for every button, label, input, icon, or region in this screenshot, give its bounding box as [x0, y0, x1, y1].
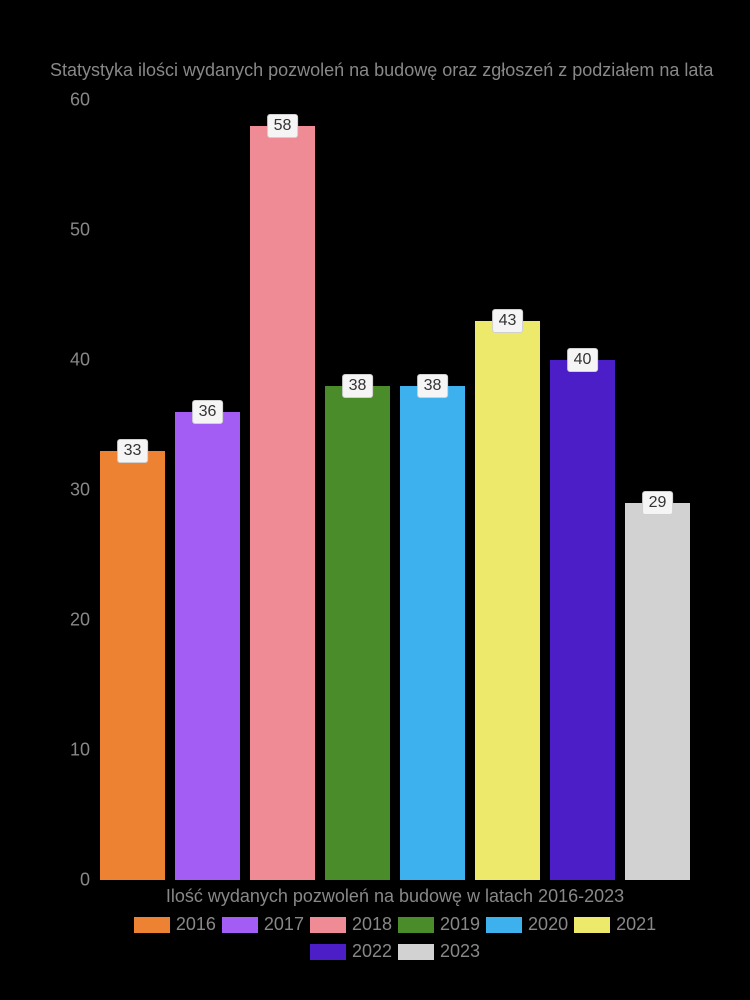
legend-label: 2022 [352, 941, 392, 962]
bar [100, 451, 165, 880]
bar [400, 386, 465, 880]
chart-title: Statystyka ilości wydanych pozwoleń na b… [50, 60, 713, 81]
bar [625, 503, 690, 880]
bar-value-label: 38 [417, 374, 449, 398]
legend-swatch [398, 917, 434, 933]
bar [250, 126, 315, 880]
y-tick-label: 50 [50, 220, 90, 241]
bar-value-label: 43 [492, 309, 524, 333]
bar [550, 360, 615, 880]
y-tick-label: 0 [50, 870, 90, 891]
legend-label: 2019 [440, 914, 480, 935]
legend-item: 2023 [398, 941, 480, 962]
legend-item: 2022 [310, 941, 392, 962]
legend-swatch [398, 944, 434, 960]
bar [325, 386, 390, 880]
y-tick-label: 60 [50, 90, 90, 111]
legend-label: 2016 [176, 914, 216, 935]
legend-item: 2021 [574, 914, 656, 935]
legend-label: 2018 [352, 914, 392, 935]
bar [475, 321, 540, 880]
bar-value-label: 58 [267, 114, 299, 138]
legend-swatch [574, 917, 610, 933]
legend-label: 2017 [264, 914, 304, 935]
legend: 2016 2017 2018 2019 2020 2021 2022 2023 [100, 914, 690, 962]
y-tick-label: 40 [50, 350, 90, 371]
legend-swatch [486, 917, 522, 933]
legend-swatch [310, 917, 346, 933]
legend-swatch [134, 917, 170, 933]
bar-value-label: 29 [642, 491, 674, 515]
bar-value-label: 36 [192, 400, 224, 424]
plot-area: 33 36 58 38 38 43 40 29 [100, 100, 690, 880]
legend-item: 2016 [134, 914, 216, 935]
legend-swatch [222, 917, 258, 933]
legend-item: 2017 [222, 914, 304, 935]
bar-value-label: 38 [342, 374, 374, 398]
bar-value-label: 40 [567, 348, 599, 372]
y-tick-label: 10 [50, 740, 90, 761]
legend-swatch [310, 944, 346, 960]
chart-container: Statystyka ilości wydanych pozwoleń na b… [0, 0, 750, 1000]
y-tick-label: 30 [50, 480, 90, 501]
legend-item: 2018 [310, 914, 392, 935]
x-axis-title: Ilość wydanych pozwoleń na budowę w lata… [100, 886, 690, 907]
legend-label: 2023 [440, 941, 480, 962]
bar-value-label: 33 [117, 439, 149, 463]
bar [175, 412, 240, 880]
legend-label: 2021 [616, 914, 656, 935]
legend-item: 2019 [398, 914, 480, 935]
legend-label: 2020 [528, 914, 568, 935]
y-tick-label: 20 [50, 610, 90, 631]
legend-item: 2020 [486, 914, 568, 935]
